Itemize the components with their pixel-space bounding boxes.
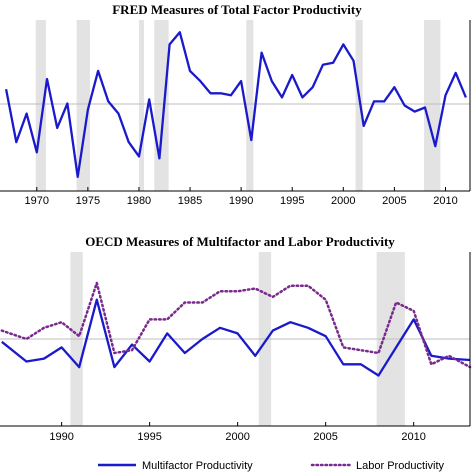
x-tick-label: 2000 (331, 195, 355, 207)
legend-label-multifactor: Multifactor Productivity (142, 460, 253, 472)
x-tick-label: 2005 (382, 195, 406, 207)
series-line-multifactor (1, 298, 471, 377)
series-lines (4, 31, 467, 178)
x-tick-label: 1995 (280, 195, 304, 207)
recession-band (76, 20, 90, 191)
panel-oecd: OECD Measures of Multifactor and Labor P… (0, 234, 472, 443)
recession-bands (35, 20, 441, 191)
x-tick-label: 1985 (178, 195, 202, 207)
x-tick-label: 1995 (137, 431, 161, 443)
x-tick-label: 1990 (49, 431, 73, 443)
x-tick-label: 2010 (433, 195, 457, 207)
recession-band (138, 20, 145, 191)
legend: Multifactor Productivity Labor Productiv… (98, 460, 445, 472)
legend-label-labor: Labor Productivity (356, 460, 445, 472)
x-tick-label: 1975 (76, 195, 100, 207)
plot-frame (0, 20, 471, 192)
recession-band (355, 20, 363, 191)
x-tick-label: 1990 (229, 195, 253, 207)
recession-band (424, 20, 441, 191)
x-axis: 1970 1975 1980 1985 1990 1995 2000 2005 2010 (25, 187, 458, 207)
x-tick-label: 1970 (25, 195, 49, 207)
x-axis: 1990 1995 2000 2005 2010 (49, 422, 426, 443)
panel-title: OECD Measures of Multifactor and Labor P… (85, 234, 395, 249)
series-line-multifactor (4, 31, 467, 178)
plot-frame (0, 252, 471, 427)
x-tick-label: 2010 (401, 431, 425, 443)
x-tick-label: 2005 (313, 431, 337, 443)
recession-band (35, 20, 46, 191)
series-lines (0, 281, 472, 377)
x-tick-label: 2000 (225, 431, 249, 443)
panel-title: FRED Measures of Total Factor Productivi… (112, 2, 362, 17)
panel-fred: FRED Measures of Total Factor Productivi… (0, 2, 471, 207)
recession-band (154, 20, 169, 191)
x-tick-label: 1980 (127, 195, 151, 207)
recession-band (246, 20, 254, 191)
